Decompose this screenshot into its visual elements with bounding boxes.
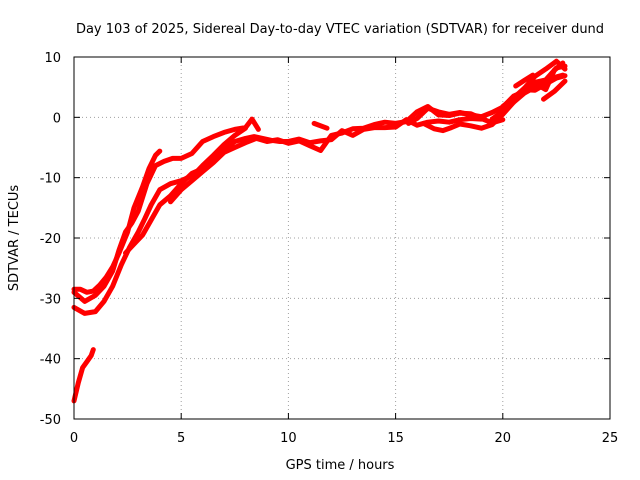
series-line-1 — [71, 347, 96, 404]
y-tick-label: 0 — [53, 111, 61, 126]
y-tick-label: 10 — [44, 51, 61, 66]
x-tick-label: 10 — [280, 431, 297, 446]
x-tick-label: 25 — [602, 431, 619, 446]
series-line-4 — [71, 125, 248, 316]
chart-title: Day 103 of 2025, Sidereal Day-to-day VTE… — [76, 22, 604, 37]
x-tick-label: 0 — [70, 431, 78, 446]
y-tick-label: -40 — [40, 353, 61, 368]
series-line-14 — [541, 78, 568, 102]
series-line-11 — [500, 58, 568, 109]
tick-layer: 0 5 10 15 20 25 -50 -40 -30 -20 -10 0 10 — [40, 51, 619, 446]
y-tick-label: -50 — [40, 413, 61, 428]
series-layer — [71, 58, 568, 404]
y-axis-label: SDTVAR / TECUs — [7, 185, 22, 292]
y-tick-label: -20 — [40, 232, 61, 247]
y-tick-label: -10 — [40, 172, 61, 187]
y-tick-label: -30 — [40, 292, 61, 307]
series-line-12 — [513, 72, 536, 89]
series-line-8 — [406, 63, 568, 126]
x-axis-label: GPS time / hours — [286, 458, 395, 473]
series-line-7 — [311, 120, 330, 131]
x-tick-label: 15 — [387, 431, 404, 446]
x-tick-label: 5 — [177, 431, 185, 446]
series-line-3 — [71, 116, 261, 304]
series-line-13 — [521, 73, 568, 93]
x-tick-label: 20 — [495, 431, 512, 446]
